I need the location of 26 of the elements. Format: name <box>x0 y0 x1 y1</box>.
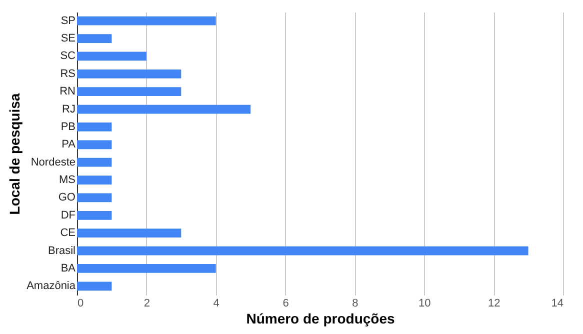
y-tick-label: PB <box>60 120 76 133</box>
x-tick-label: 12 <box>488 298 500 310</box>
y-tick-label: Nordeste <box>30 156 76 168</box>
y-tick-label: RJ <box>62 103 76 116</box>
y-tick-label: BA <box>60 262 76 274</box>
y-tick-label: PA <box>62 138 76 151</box>
y-tick-label: RN <box>60 86 76 98</box>
y-tick-label: SP <box>60 14 76 27</box>
y-tick-label: SE <box>60 32 76 45</box>
x-tick-label: 10 <box>418 298 431 310</box>
y-tick-label: SC <box>60 50 76 62</box>
x-tick-label: 14 <box>551 298 564 310</box>
x-tick-label: 8 <box>352 298 358 310</box>
y-tick-label: DF <box>60 209 76 222</box>
y-tick-label: CE <box>60 227 76 240</box>
y-tick-label: RS <box>60 68 76 80</box>
x-tick-label: 6 <box>282 298 289 310</box>
x-tick-label: 4 <box>213 298 220 310</box>
y-tick-label: Brasil <box>48 244 76 257</box>
x-tick-label: 0 <box>78 298 84 310</box>
y-axis-title: Local de pesquisa <box>6 93 23 215</box>
y-tick-label: GO <box>58 192 76 204</box>
x-axis-title: Número de produções <box>246 310 395 326</box>
y-tick-label: MS <box>59 174 76 186</box>
y-tick-label: Amazônia <box>26 280 76 292</box>
x-tick-label: 2 <box>144 298 150 310</box>
